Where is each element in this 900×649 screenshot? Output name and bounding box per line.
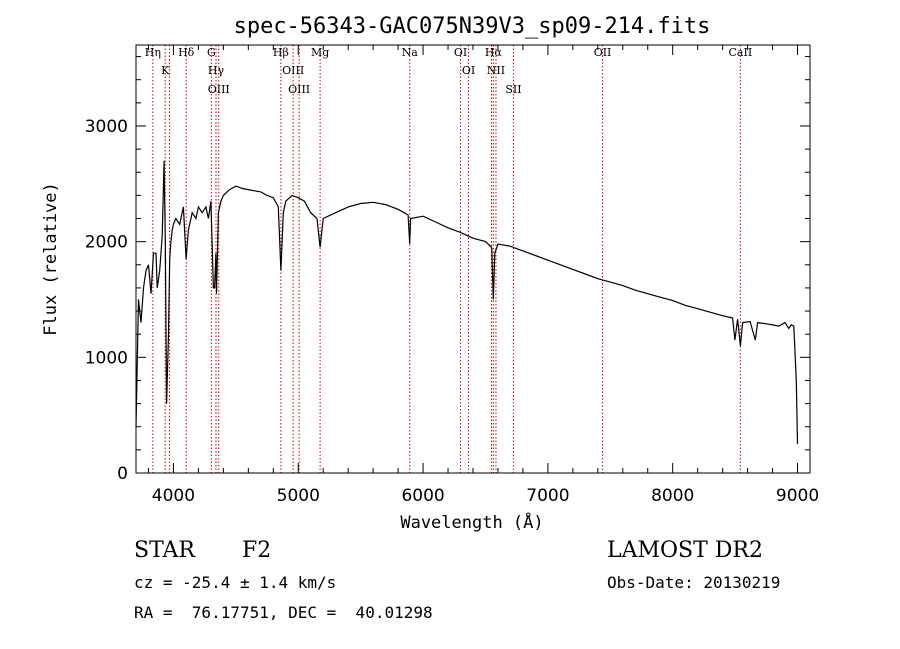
y-axis-label: Flux (relative) [41,182,61,336]
x-tick-label: 5000 [277,486,320,506]
line-label-9: OIII [288,83,310,96]
line-label-3: Hδ [178,46,195,59]
observation-date: Obs-Date: 20130219 [607,573,781,592]
line-label-12: OI [454,46,467,59]
line-label-11: Na [402,46,419,59]
line-label-15: Hα [485,46,503,59]
object-type: STAR [134,538,195,563]
line-label-7: Hβ [273,46,289,59]
x-tick-label: 8000 [651,486,694,506]
y-axis: 0 1000 2000 3000 [85,56,810,484]
y-tick-label: 2000 [85,233,128,253]
x-tick-label: 9000 [776,486,819,506]
line-label-8: OIII [282,64,304,77]
x-axis: 4000 5000 6000 7000 8000 9000 [147,45,819,506]
line-label-5: Hγ [208,64,225,77]
y-tick-label: 1000 [85,348,128,368]
x-tick-label: 7000 [526,486,569,506]
y-tick-label: 0 [117,464,128,484]
chart-title: spec-56343-GAC075N39V3_sp09-214.fits [234,14,711,39]
plot-frame [135,44,811,474]
line-label-17: SII [505,83,521,96]
x-tick-label: 4000 [152,486,195,506]
line-label-6: OIII [208,83,230,96]
line-label-18: OII [594,46,612,59]
x-tick-label: 6000 [401,486,444,506]
line-label-13: OI [462,64,475,77]
spectrum-series-line [135,160,799,445]
redshift-value: cz = -25.4 ± 1.4 km/s [134,573,337,592]
survey-name: LAMOST DR2 [607,538,763,563]
line-label-19: CaII [729,46,753,59]
line-label-0: Hη [145,46,161,59]
emission-line-markers [152,45,741,473]
coordinates: RA = 76.17751, DEC = 40.01298 [134,603,433,622]
line-label-16: NII [487,64,505,77]
line-label-1: K [161,64,170,77]
line-label-10: Mg [311,46,329,59]
line-label-4: G [207,46,216,59]
object-subclass: F2 [242,538,272,563]
x-axis-label: Wavelength (Å) [400,511,543,533]
y-tick-label: 3000 [85,117,128,137]
